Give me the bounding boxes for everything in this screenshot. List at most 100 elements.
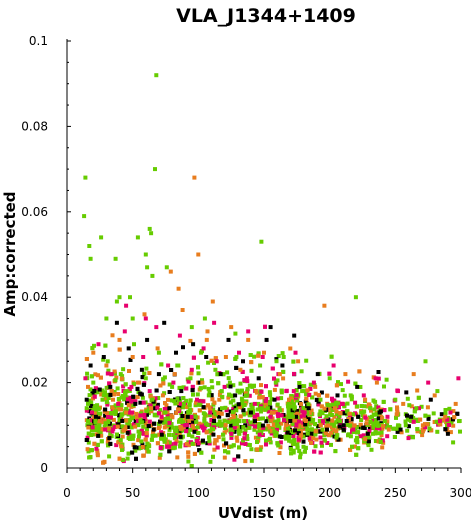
cloud-point — [267, 401, 272, 406]
cloud-point — [137, 434, 141, 439]
cloud-point — [391, 426, 396, 431]
cloud-point — [332, 398, 337, 403]
cloud-point — [275, 378, 280, 383]
cloud-point — [324, 431, 329, 436]
cloud-point — [179, 416, 184, 421]
cloud-point — [226, 376, 231, 381]
data-point — [150, 273, 155, 278]
cloud-point — [314, 437, 319, 442]
cloud-point — [178, 434, 183, 439]
cloud-point — [252, 424, 257, 429]
cloud-point — [445, 417, 450, 422]
cloud-point — [247, 383, 252, 388]
cloud-point — [161, 381, 166, 386]
cloud-point — [106, 368, 111, 373]
cloud-point — [158, 408, 163, 413]
cloud-point — [89, 448, 94, 453]
data-point — [126, 346, 131, 351]
cloud-point — [86, 431, 91, 436]
cloud-point — [264, 442, 268, 447]
cloud-point — [307, 392, 312, 397]
cloud-point — [354, 425, 359, 430]
cloud-point — [380, 426, 385, 431]
cloud-point — [240, 369, 245, 374]
cloud-point — [274, 382, 279, 387]
cloud-point — [212, 361, 216, 365]
data-point — [438, 419, 442, 423]
x-tick-label: 50 — [125, 486, 140, 500]
cloud-point — [371, 425, 376, 430]
cloud-point — [242, 436, 247, 441]
cloud-point — [158, 445, 163, 450]
cloud-point — [122, 397, 127, 402]
cloud-point — [298, 455, 303, 460]
cloud-point — [92, 343, 96, 348]
cloud-point — [129, 434, 134, 439]
cloud-point — [245, 437, 250, 441]
data-point — [103, 427, 108, 432]
cloud-point — [332, 423, 337, 428]
cloud-point — [186, 432, 191, 437]
cloud-point — [269, 431, 274, 436]
data-point — [406, 436, 411, 441]
cloud-point — [263, 407, 268, 412]
cloud-point — [274, 359, 279, 364]
cloud-point — [294, 414, 298, 419]
cloud-point — [242, 431, 247, 436]
cloud-point — [350, 444, 354, 449]
cloud-point — [241, 408, 246, 413]
cloud-point — [285, 430, 290, 435]
cloud-point — [146, 449, 151, 454]
data-point — [96, 342, 101, 347]
data-point — [244, 376, 249, 381]
cloud-point — [133, 419, 138, 423]
cloud-point — [151, 429, 156, 434]
cloud-point — [367, 429, 372, 434]
cloud-point — [371, 412, 376, 417]
cloud-point — [159, 436, 164, 441]
cloud-point — [223, 449, 227, 454]
cloud-point — [156, 421, 161, 426]
cloud-point — [316, 429, 320, 434]
cloud-point — [87, 455, 92, 460]
cloud-point — [217, 414, 222, 419]
cloud-point — [197, 448, 202, 453]
cloud-point — [305, 427, 310, 432]
cloud-point — [86, 419, 91, 424]
cloud-point — [110, 333, 115, 338]
cloud-point — [190, 434, 195, 439]
cloud-point — [129, 404, 134, 409]
cloud-point — [89, 418, 93, 423]
data-point — [293, 350, 298, 355]
cloud-point — [358, 422, 363, 427]
cloud-point — [425, 405, 430, 410]
cloud-point — [299, 414, 304, 419]
cloud-point — [145, 446, 150, 451]
cloud-point — [317, 419, 322, 424]
cloud-point — [184, 398, 189, 403]
cloud-point — [296, 437, 301, 442]
data-point — [147, 389, 152, 394]
cloud-point — [178, 425, 183, 429]
cloud-point — [303, 445, 308, 450]
cloud-point — [116, 440, 121, 445]
data-point — [420, 423, 425, 428]
data-point — [351, 427, 356, 432]
data-point — [168, 269, 173, 274]
cloud-point — [263, 324, 267, 329]
data-point — [90, 410, 94, 415]
cloud-point — [426, 414, 431, 419]
data-point — [252, 401, 257, 406]
cloud-point — [403, 419, 408, 424]
cloud-point — [394, 426, 399, 431]
cloud-point — [103, 390, 107, 395]
cloud-point — [104, 385, 109, 390]
data-point — [331, 363, 336, 368]
cloud-point — [202, 428, 207, 433]
cloud-point — [342, 411, 347, 416]
cloud-point — [102, 419, 107, 423]
cloud-point — [146, 424, 151, 429]
cloud-point — [136, 438, 141, 443]
cloud-point — [141, 382, 146, 387]
cloud-point — [170, 415, 175, 420]
